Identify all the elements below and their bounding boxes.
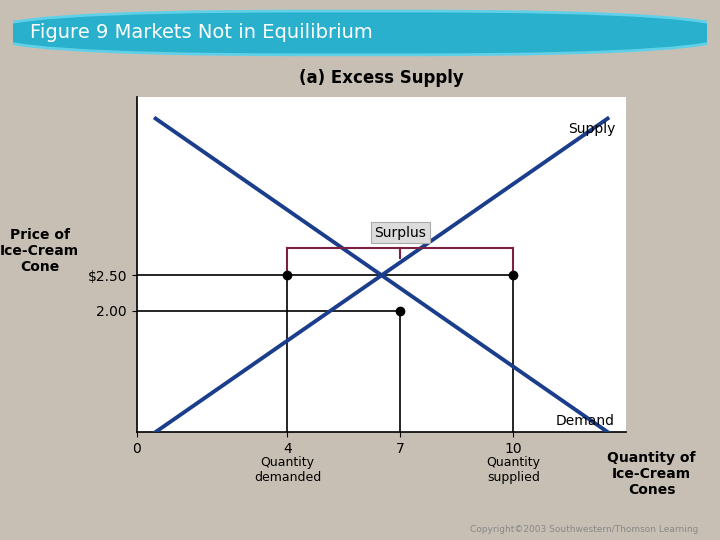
Text: Quantity of
Ice-Cream
Cones: Quantity of Ice-Cream Cones <box>608 451 696 497</box>
Title: (a) Excess Supply: (a) Excess Supply <box>300 69 464 87</box>
Text: Price of
Ice-Cream
Cone: Price of Ice-Cream Cone <box>0 228 79 274</box>
Text: Copyright©2003 Southwestern/Thomson Learning: Copyright©2003 Southwestern/Thomson Lear… <box>470 524 698 534</box>
FancyBboxPatch shape <box>0 11 720 55</box>
Text: Quantity
demanded: Quantity demanded <box>254 456 321 484</box>
Text: Supply: Supply <box>568 122 615 136</box>
Text: Quantity
supplied: Quantity supplied <box>487 456 541 484</box>
Text: Demand: Demand <box>556 414 615 428</box>
Text: Figure 9 Markets Not in Equilibrium: Figure 9 Markets Not in Equilibrium <box>30 23 373 43</box>
Text: Surplus: Surplus <box>374 226 426 240</box>
